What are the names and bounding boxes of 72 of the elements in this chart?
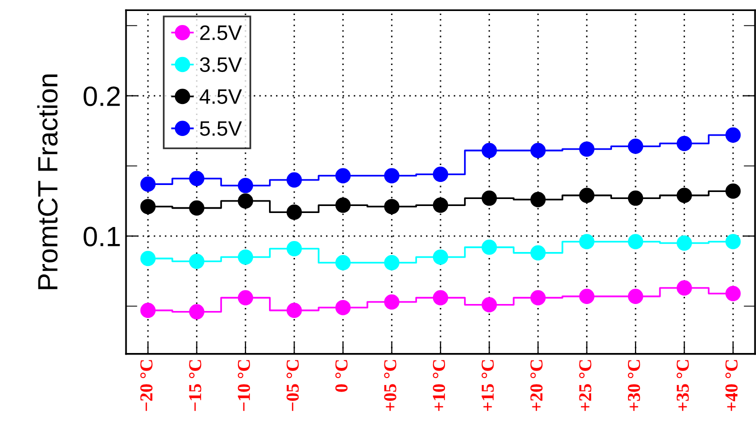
x-tick-label: −05 °C (286, 360, 299, 411)
point (530, 245, 546, 261)
point (238, 178, 254, 194)
x-tick-label: +15 °C (482, 360, 494, 411)
legend-label: 5.5V (200, 121, 242, 136)
point (579, 141, 594, 157)
point (628, 190, 644, 206)
point (579, 234, 594, 250)
point (482, 142, 497, 158)
point (530, 192, 546, 208)
y-tick-label: 0.2 (84, 86, 120, 106)
point (579, 188, 594, 204)
x-tick-label: +10 °C (432, 360, 446, 411)
point (676, 136, 692, 152)
point (725, 286, 741, 302)
point (432, 166, 448, 182)
point (140, 302, 156, 318)
point (530, 142, 546, 158)
x-tick-label: +35 °C (676, 360, 689, 411)
point (286, 172, 302, 188)
point (432, 198, 448, 213)
point (725, 184, 741, 199)
point (725, 234, 741, 250)
point (140, 176, 156, 192)
point (335, 168, 351, 184)
x-tick-label: −15 °C (189, 360, 202, 411)
x-tick-label: −20 °C (140, 360, 152, 411)
y-axis-title: PromtCT Fraction (37, 74, 58, 290)
x-tick-label: +20 °C (530, 360, 543, 411)
point (286, 302, 302, 318)
point (238, 193, 254, 209)
x-tick-label: 0 °C (335, 360, 348, 392)
x-tick-label: +30 °C (628, 360, 640, 411)
point (238, 290, 254, 306)
point (140, 198, 156, 214)
point (725, 127, 741, 143)
point (530, 290, 546, 306)
y-tick-label: 0.1 (84, 226, 120, 246)
point (335, 300, 351, 316)
point (676, 188, 692, 204)
point (189, 170, 204, 186)
point (676, 280, 692, 296)
point (432, 249, 448, 265)
point (482, 190, 497, 206)
legend-label: 2.5V (200, 25, 242, 40)
point (286, 204, 302, 220)
x-tick-label: +05 °C (384, 360, 396, 411)
point (238, 249, 254, 265)
point (579, 288, 594, 304)
point (189, 254, 204, 269)
point (335, 255, 351, 270)
x-tick-label: −10 °C (238, 360, 250, 411)
point (384, 255, 400, 270)
point (384, 294, 400, 310)
point (482, 240, 497, 255)
point (384, 198, 400, 214)
point (628, 138, 644, 154)
x-tick-label: +25 °C (579, 360, 592, 411)
point (628, 234, 644, 250)
x-tick-label: +40 °C (725, 360, 738, 411)
point (286, 241, 302, 256)
point (335, 198, 351, 213)
legend-label: 3.5V (200, 57, 242, 72)
legend-label: 4.5V (200, 89, 242, 104)
point (628, 288, 644, 304)
point (482, 297, 497, 312)
point (189, 200, 204, 216)
point (189, 304, 204, 320)
point (432, 290, 448, 306)
point (140, 250, 156, 266)
point (676, 235, 692, 251)
point (384, 168, 400, 184)
